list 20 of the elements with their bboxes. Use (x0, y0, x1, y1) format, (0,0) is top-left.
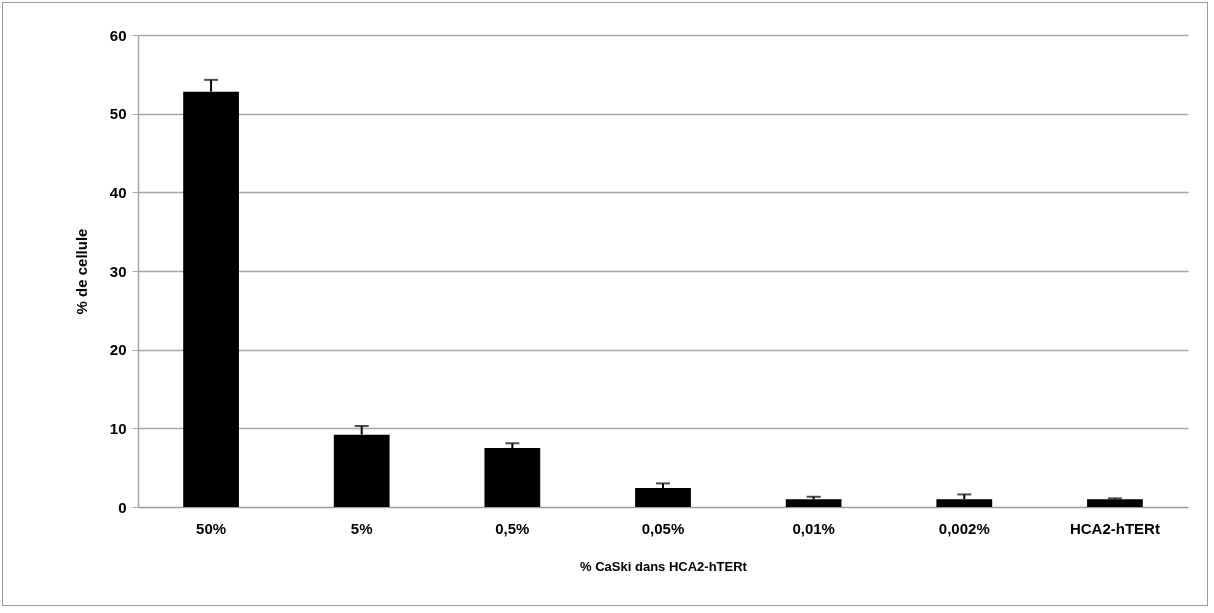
x-axis-title: % CaSki dans HCA2-hTERt (580, 558, 748, 574)
y-tick-label: 0 (118, 498, 127, 516)
y-tick-label: 10 (109, 419, 127, 437)
bar (1087, 499, 1143, 507)
x-tick-label: 0,05% (641, 519, 685, 537)
bar (936, 499, 993, 507)
x-tick-label: HCA2-hTERt (1069, 519, 1160, 537)
x-tick-label: 0,5% (495, 519, 530, 537)
x-tick-label: 0,01% (792, 519, 835, 537)
bar (484, 448, 541, 507)
x-tick-label: 50% (196, 519, 227, 537)
y-tick-label: 60 (109, 26, 127, 44)
y-axis-title: % de cellule (72, 228, 90, 315)
x-tick-label: 0,002% (938, 519, 990, 537)
y-tick-label: 40 (109, 183, 127, 201)
x-tick-label: 5% (350, 519, 373, 537)
y-tick-label: 30 (109, 262, 127, 280)
y-tick-label: 20 (109, 341, 127, 359)
bar (635, 488, 691, 507)
y-tick-label: 50 (109, 105, 127, 123)
